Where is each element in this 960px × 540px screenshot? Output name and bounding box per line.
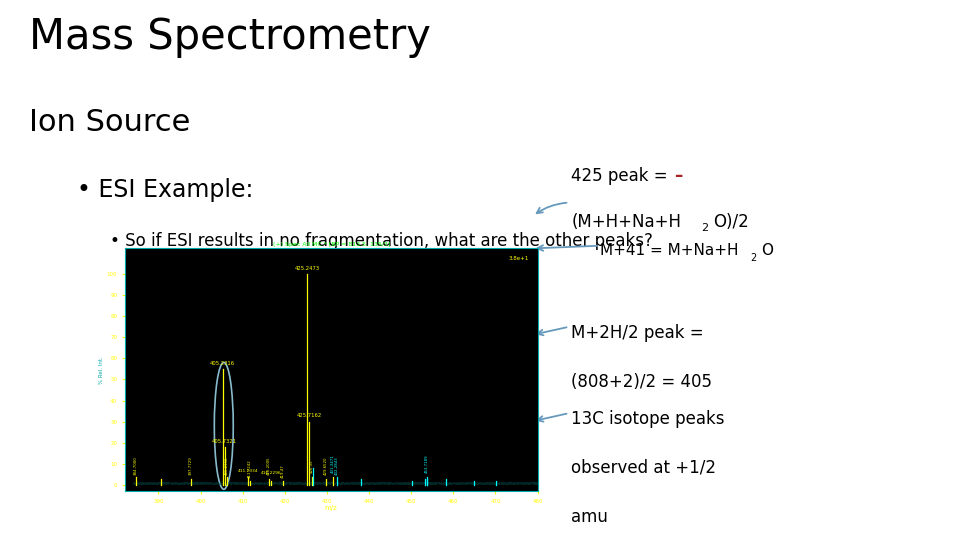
Text: M+41 = M+Na+H: M+41 = M+Na+H — [600, 243, 738, 258]
Y-axis label: % Rel. Int.: % Rel. Int. — [99, 356, 104, 384]
Text: 411.7242: 411.7242 — [248, 459, 252, 477]
Text: 416.2005: 416.2005 — [267, 457, 271, 476]
Text: 425 peak =: 425 peak = — [571, 167, 673, 185]
Text: 429.6520: 429.6520 — [324, 457, 327, 476]
Text: 406.2356: 406.2356 — [225, 457, 228, 476]
Text: 405.7321: 405.7321 — [212, 439, 237, 444]
Title: (+) Spec All MC * [BP = 813.5, 135/3]: (+) Spec All MC * [BP = 813.5, 135/3] — [273, 241, 390, 247]
Text: 416.2296: 416.2296 — [261, 471, 281, 476]
Text: 426.35: 426.35 — [310, 460, 314, 474]
Text: –: – — [674, 167, 683, 185]
Text: 419.47: 419.47 — [280, 464, 284, 477]
Text: 431.3471: 431.3471 — [330, 455, 335, 474]
Text: 2: 2 — [750, 253, 756, 263]
Text: 425.2473: 425.2473 — [295, 266, 320, 271]
Text: observed at +1/2: observed at +1/2 — [571, 459, 716, 477]
Text: 397.7729: 397.7729 — [189, 457, 193, 476]
Text: Ion Source: Ion Source — [29, 108, 190, 137]
Text: 453.7189: 453.7189 — [425, 455, 429, 474]
Text: 384.7000: 384.7000 — [134, 457, 138, 476]
Text: Mass Spectrometry: Mass Spectrometry — [29, 16, 431, 58]
Text: (M+H+Na+H: (M+H+Na+H — [571, 213, 682, 231]
Text: O: O — [761, 243, 774, 258]
Text: O)/2: O)/2 — [713, 213, 749, 231]
Text: (808+2)/2 = 405: (808+2)/2 = 405 — [571, 373, 712, 390]
Text: • ESI Example:: • ESI Example: — [77, 178, 253, 202]
Text: 411.2334: 411.2334 — [238, 469, 258, 474]
Text: amu: amu — [571, 508, 608, 525]
Text: M+2H/2 peak =: M+2H/2 peak = — [571, 324, 704, 342]
Text: 425.7162: 425.7162 — [297, 414, 322, 418]
Text: 3.8e+1: 3.8e+1 — [509, 255, 529, 261]
Text: 13C isotope peaks: 13C isotope peaks — [571, 410, 725, 428]
Text: • So if ESI results in no fragmentation, what are the other peaks?: • So if ESI results in no fragmentation,… — [110, 232, 653, 250]
Text: 405.2316: 405.2316 — [210, 361, 235, 366]
Text: 432.2843: 432.2843 — [335, 457, 339, 476]
Text: 2: 2 — [701, 223, 708, 233]
X-axis label: m/z: m/z — [324, 505, 338, 511]
